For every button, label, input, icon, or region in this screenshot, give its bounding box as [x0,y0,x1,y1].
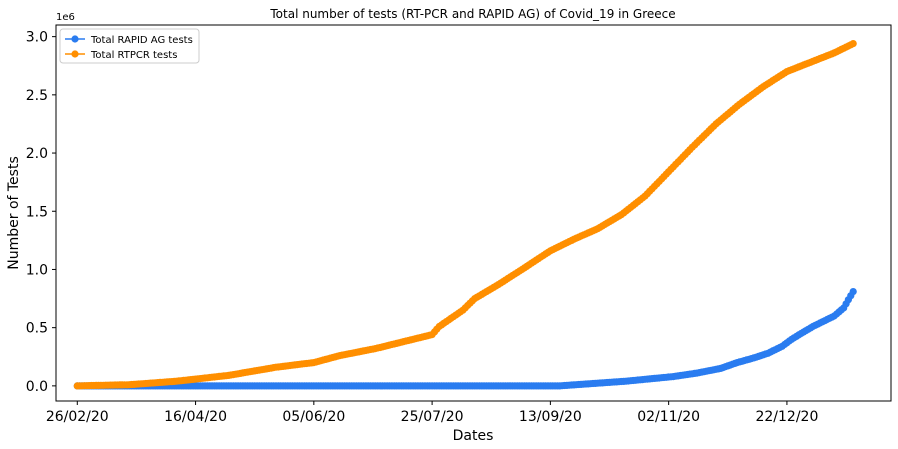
series-rtpcr [73,40,857,390]
y-tick-label: 2.0 [26,146,48,162]
legend: Total RAPID AG tests Total RTPCR tests [59,28,200,64]
y-tick-label: 3.0 [26,30,48,46]
x-tick-label: 25/07/20 [401,409,464,425]
axes-frame [55,24,892,402]
y-tick-label: 1.5 [26,204,48,220]
x-tick-label: 05/06/20 [282,409,345,425]
y-tick-label: 2.5 [26,88,48,104]
x-tick-label: 22/12/20 [755,409,818,425]
x-tick-label: 13/09/20 [519,409,582,425]
legend-swatch-marker [71,35,79,43]
legend-label: Total RTPCR tests [90,50,177,61]
legend-swatch-marker [71,50,79,58]
data-point [849,40,857,48]
legend-label: Total RAPID AG tests [90,35,193,46]
series-line [77,42,854,387]
plot-area: 0.0 0.5 1.0 1.5 2.0 2.5 3.0 26/02/20 16/04/20 05/… [26,24,892,425]
y-axis-label: Number of Tests [6,156,22,270]
x-tick-label: 26/02/20 [46,409,109,425]
y-tick-label: 0.5 [26,321,48,337]
y-axis-offset-label: 1e6 [56,12,75,23]
data-point [849,288,857,296]
x-tick-label: 02/11/20 [637,409,700,425]
legend-box [59,28,200,64]
y-tick-label: 0.0 [26,379,48,395]
chart-title: Total number of tests (RT-PCR and RAPID … [269,7,675,21]
x-axis-label: Dates [453,428,494,444]
x-tick-label: 16/04/20 [164,409,227,425]
y-tick-label: 1.0 [26,262,48,278]
